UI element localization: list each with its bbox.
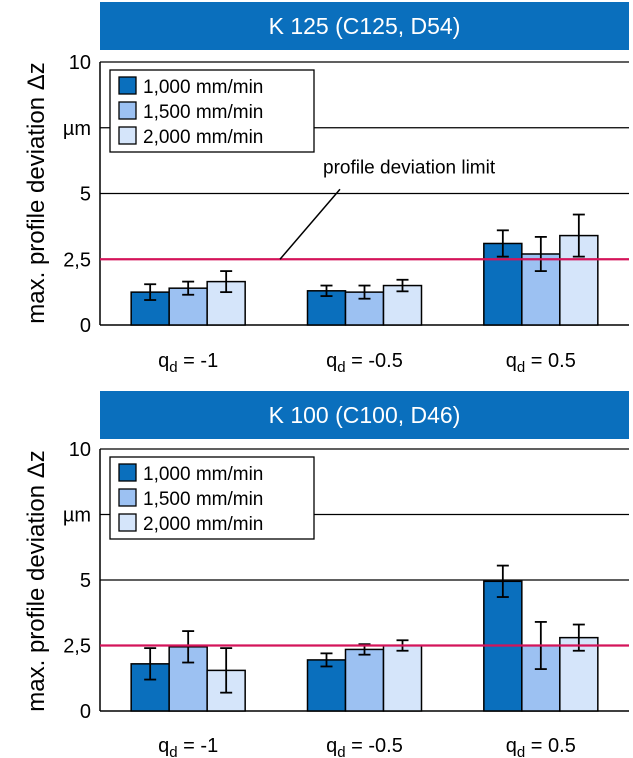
chart-panel-k125: K 125 (C125, D54) 0 2,5 5 µm 10 max. profile … [23,2,629,376]
y-tick-label: µm [63,118,91,140]
legend-swatch [118,488,137,507]
y-tick-label: 10 [69,439,91,461]
y-tick-label: 5 [80,570,91,592]
x-tick-label: qd = 0.5 [506,350,576,376]
x-tick-label: qd = -1 [158,350,218,376]
legend-label: 2,000 mm/min [143,127,263,148]
y-tick-label: 0 [80,315,91,337]
y-tick-label: 5 [80,184,91,206]
legend-swatch [118,513,137,532]
x-tick-label: qd = -0.5 [326,735,403,758]
y-axis-label: max. profile deviation Δz [23,62,50,323]
legend-swatch [118,463,137,482]
chart-title: K 100 (C100, D46) [100,391,629,439]
chart-title: K 125 (C125, D54) [100,2,629,50]
chart-k100: 0 2,5 5 µm 10 max. profile deviation Δz qd = -… [23,439,629,758]
y-tick-label: 2,5 [63,636,91,658]
legend-label: 1,000 mm/min [143,464,263,485]
y-tick-label: µm [63,505,91,527]
bar [306,659,347,712]
legend-label: 1,000 mm/min [143,77,263,98]
legend-label: 2,000 mm/min [143,514,263,535]
y-tick-label: 0 [80,701,91,723]
chart-panel-k100: K 100 (C100, D46) 0 2,5 5 µm 10 max. profile … [0,388,633,758]
legend-label: 1,500 mm/min [143,489,263,510]
legend-swatch [118,76,137,95]
x-tick-label: qd = 0.5 [506,735,576,758]
y-axis-label: max. profile deviation Δz [23,450,50,711]
chart-k125: 0 2,5 5 µm 10 max. profile deviation Δz qd = -… [23,52,629,376]
annotation-label: profile deviation limit [323,157,496,178]
legend-swatch [118,126,137,145]
x-tick-label: qd = -0.5 [326,350,403,376]
y-tick-label: 10 [69,52,91,74]
bar [382,644,423,712]
y-tick-label: 2,5 [63,249,91,271]
bar [344,648,385,712]
legend-box [109,456,315,540]
x-tick-label: qd = -1 [158,735,218,758]
legend-box [109,69,315,153]
legend-swatch [118,101,137,120]
annotation-leader-line [279,188,341,260]
legend-label: 1,500 mm/min [143,102,263,123]
